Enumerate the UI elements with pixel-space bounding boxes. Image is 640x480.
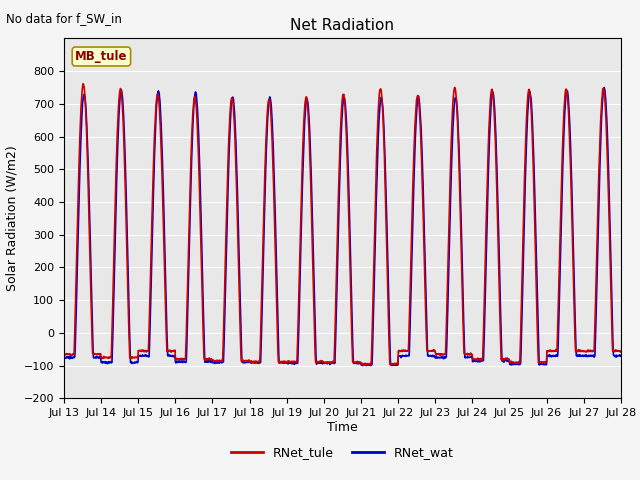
Text: No data for f_SW_in: No data for f_SW_in — [6, 12, 122, 25]
Text: MB_tule: MB_tule — [75, 50, 127, 63]
Line: RNet_wat: RNet_wat — [64, 87, 621, 366]
RNet_tule — [60, 351, 68, 357]
RNet_wat — [429, 353, 437, 359]
RNet_tule — [617, 349, 625, 355]
Title: Net Radiation: Net Radiation — [291, 18, 394, 33]
RNet_tule — [184, 256, 192, 262]
Legend: RNet_tule, RNet_wat: RNet_tule, RNet_wat — [227, 441, 458, 464]
RNet_wat — [600, 84, 608, 90]
RNet_wat — [362, 363, 370, 369]
Y-axis label: Solar Radiation (W/m2): Solar Radiation (W/m2) — [5, 145, 18, 291]
RNet_wat — [617, 353, 625, 359]
RNet_wat — [551, 353, 559, 359]
RNet_tule — [79, 81, 87, 87]
RNet_wat — [246, 360, 254, 365]
Line: RNet_tule: RNet_tule — [64, 84, 621, 365]
RNet_tule — [502, 356, 510, 362]
RNet_tule — [171, 348, 179, 354]
X-axis label: Time: Time — [327, 421, 358, 434]
RNet_wat — [170, 353, 178, 359]
RNet_wat — [502, 357, 509, 363]
RNet_tule — [429, 348, 437, 354]
RNet_tule — [246, 359, 254, 364]
RNet_wat — [184, 305, 191, 311]
RNet_tule — [364, 362, 372, 368]
RNet_tule — [552, 348, 559, 354]
RNet_wat — [60, 355, 68, 360]
